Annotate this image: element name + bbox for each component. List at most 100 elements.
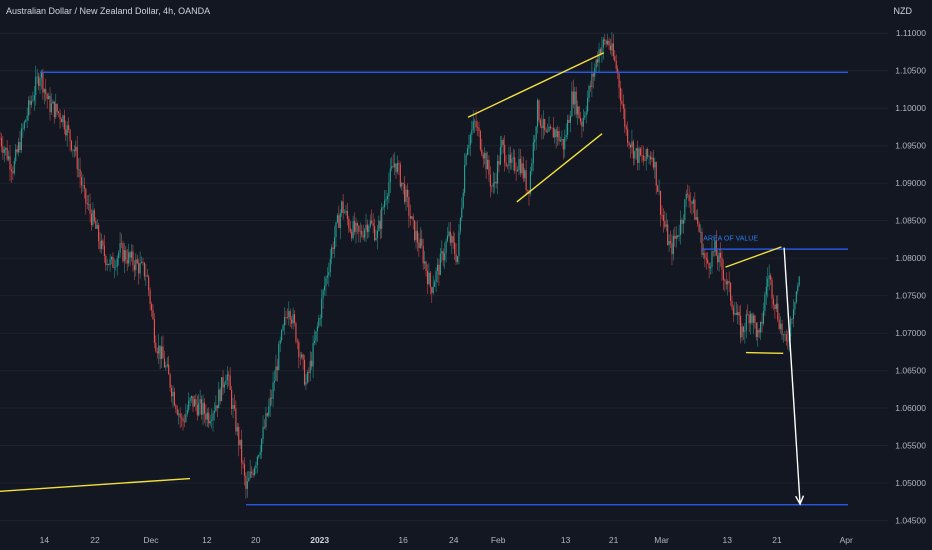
candle-body [499, 147, 501, 165]
candle-body [366, 224, 368, 233]
candle-body [469, 134, 471, 145]
candle-body [0, 138, 1, 139]
candle-body [575, 91, 577, 115]
candle-body [206, 412, 208, 420]
candle-body [519, 158, 521, 174]
candles [0, 32, 800, 499]
candle-body [649, 156, 652, 160]
candle-body [618, 73, 620, 88]
candle-body [401, 182, 403, 187]
candle-body [276, 366, 278, 370]
candle-body [203, 402, 205, 414]
x-tick-label: 21 [772, 535, 782, 545]
candle-body [512, 157, 514, 159]
candle-body [365, 224, 367, 231]
candle-body [578, 106, 580, 119]
candle-body [728, 281, 730, 283]
trend-line [467, 52, 605, 118]
candle-body [78, 169, 80, 170]
candle-body [108, 264, 110, 265]
candle-body [748, 314, 750, 324]
candle-body [339, 213, 341, 228]
candle-body [323, 285, 326, 291]
candle-body [558, 131, 560, 142]
candle-body [238, 426, 240, 446]
candle-body [322, 290, 324, 299]
candle-body [269, 397, 271, 407]
candle-body [645, 149, 647, 161]
candle-body [548, 126, 550, 132]
candle-body [685, 193, 687, 200]
candle-body [321, 298, 323, 318]
candle-body [767, 278, 769, 287]
candle-body [545, 129, 547, 133]
candle-body [702, 253, 704, 255]
candle-body [348, 218, 350, 229]
candle-body [765, 286, 767, 295]
candle-body [116, 258, 118, 267]
candle-body [405, 189, 407, 202]
trend-line [0, 477, 191, 492]
candle-body [432, 286, 434, 294]
candle-body [659, 191, 662, 215]
candle-body [344, 212, 346, 214]
candle-body [142, 261, 144, 263]
candle-body [651, 157, 653, 160]
candle-body [524, 170, 526, 179]
candle-body [632, 141, 634, 159]
candle-body [565, 134, 567, 138]
candle-body [315, 331, 317, 341]
candle-body [456, 256, 459, 263]
candle-body [747, 314, 749, 316]
candle-body [700, 231, 702, 233]
candle-body [288, 311, 290, 318]
candle-body [416, 230, 419, 243]
y-tick-label: 1.06500 [895, 366, 926, 376]
candle-body [235, 408, 237, 432]
candle-body [509, 154, 511, 163]
candle-body [228, 374, 230, 376]
candle-body [318, 318, 320, 327]
candle-body [668, 241, 670, 245]
candle-body [354, 221, 356, 232]
candle-body [223, 384, 226, 388]
candle-body [379, 220, 381, 229]
candle-body [682, 219, 684, 224]
time-axis[interactable]: 14 22 Dec 12 20 2023 16 24 Feb 13 21 Mar 13 21 Apr [40, 535, 853, 545]
candle-body [436, 264, 439, 272]
candle-body [362, 235, 364, 238]
y-tick-label: 1.10000 [895, 103, 926, 113]
price-axis[interactable]: 1.11000 1.10500 1.10000 1.09500 1.09000 1.085… [895, 28, 926, 525]
candle-body [5, 147, 7, 150]
candle-body [258, 455, 260, 457]
candle-body [0, 138, 2, 147]
candle-body [529, 171, 531, 194]
x-tick-label: 14 [40, 535, 50, 545]
candle-body [717, 255, 719, 263]
candle-body [496, 161, 499, 184]
candle-body [132, 251, 134, 265]
candle-body [639, 148, 642, 156]
candle-body [504, 144, 506, 163]
candle-body [486, 159, 489, 170]
candle-body [707, 259, 709, 264]
candle-body [202, 402, 204, 415]
candle-body [531, 163, 533, 172]
candle-body [412, 216, 414, 221]
candle-body [79, 169, 81, 178]
candle-body [625, 126, 627, 130]
y-tick-label: 1.08000 [895, 253, 926, 263]
candle-body [255, 464, 257, 469]
candle-body [464, 164, 466, 193]
candle-body [790, 318, 792, 337]
candle-body [66, 125, 68, 136]
candle-body [248, 478, 250, 482]
candle-body [251, 471, 253, 474]
candle-body [406, 189, 409, 198]
candle-body [491, 186, 493, 187]
candle-body [426, 271, 429, 285]
candle-body [669, 241, 672, 244]
x-tick-label: 13 [561, 535, 571, 545]
candle-body [665, 224, 667, 227]
